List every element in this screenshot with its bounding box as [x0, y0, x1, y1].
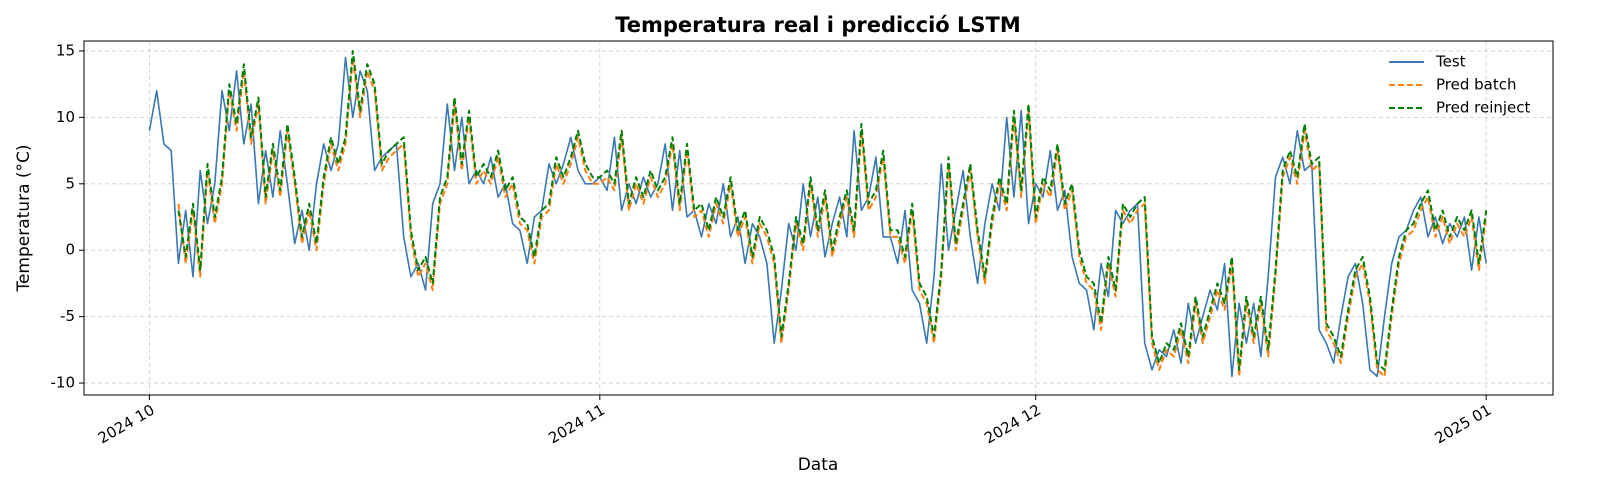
legend-label: Pred reinject — [1436, 99, 1531, 117]
series-line — [148, 56, 1487, 378]
x-tick-label: 2024 11 — [545, 401, 608, 448]
y-axis-label: Temperatura (°C) — [14, 144, 34, 292]
x-tick-label: 2024 10 — [95, 401, 158, 448]
y-tick-label: -10 — [51, 374, 76, 392]
y-tick-label: 15 — [56, 41, 75, 59]
x-axis-label: Data — [798, 455, 839, 475]
legend-label: Pred batch — [1436, 76, 1517, 94]
y-tick-label: 5 — [65, 174, 75, 192]
y-tick-label: 0 — [65, 241, 75, 259]
legend-label: Test — [1435, 53, 1466, 71]
plot-frame — [83, 40, 1554, 396]
y-tick-label: 10 — [56, 108, 75, 126]
chart-title: Temperatura real i predicció LSTM — [615, 13, 1021, 37]
x-tick-label: 2025 01 — [1432, 401, 1495, 448]
x-tick-label: 2024 12 — [981, 401, 1044, 448]
y-tick-label: -5 — [60, 307, 75, 325]
series-line — [177, 56, 1488, 378]
series-line — [177, 50, 1488, 371]
